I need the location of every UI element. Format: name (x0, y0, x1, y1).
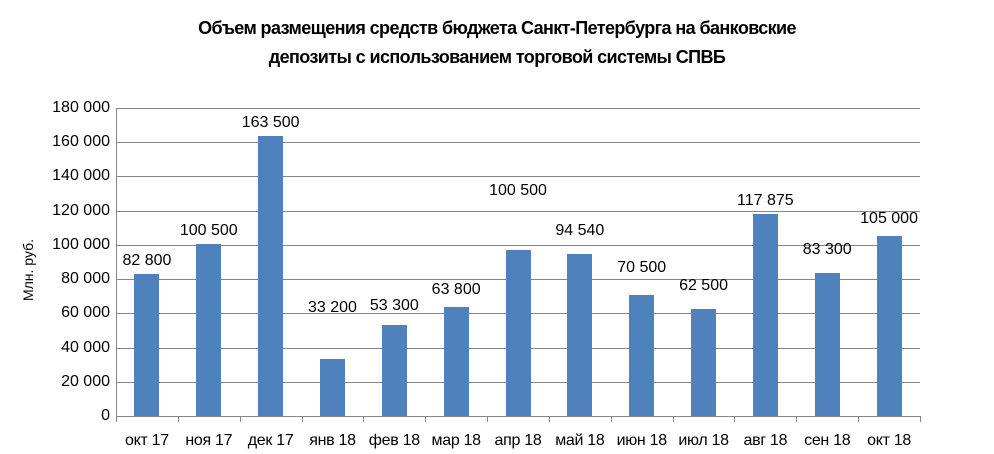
gridline (116, 244, 920, 246)
x-tick-mark (796, 416, 798, 422)
data-label: 33 200 (307, 299, 357, 317)
bar-ноя-17 (196, 244, 222, 416)
x-axis-line (116, 416, 921, 417)
y-tick-label: 160 000 (52, 133, 110, 151)
bar-мар-18 (443, 306, 469, 416)
data-label: 105 000 (860, 210, 918, 228)
x-tick-mark (239, 416, 241, 422)
data-label: 117 875 (737, 192, 794, 210)
x-tick-label: июн 18 (616, 432, 668, 449)
bar-окт-18 (876, 236, 902, 416)
x-tick-label: апр 18 (494, 432, 542, 449)
x-tick-mark (610, 416, 612, 422)
x-tick-label: фев 18 (368, 432, 420, 449)
bar-сен-18 (814, 273, 840, 416)
gridline (116, 176, 920, 178)
bar-июн-18 (629, 295, 655, 416)
bar-янв-18 (319, 359, 345, 416)
x-tick-label: ноя 17 (185, 432, 233, 449)
y-tick-label: 180 000 (52, 99, 110, 116)
x-tick-mark (858, 416, 860, 422)
x-tick-label: май 18 (555, 432, 605, 449)
y-tick-label: 120 000 (52, 201, 110, 219)
data-label: 100 500 (489, 182, 547, 200)
bar-дек-17 (258, 136, 284, 416)
data-label: 83 300 (802, 241, 852, 259)
bar-авг-18 (752, 214, 778, 416)
x-tick-mark (672, 416, 674, 422)
y-tick-label: 40 000 (61, 338, 110, 356)
bar-апр-18 (505, 250, 531, 416)
x-tick-label: дек 17 (247, 432, 294, 449)
x-tick-mark (920, 416, 921, 422)
y-tick-label: 0 (101, 407, 110, 424)
data-label: 94 540 (555, 222, 605, 240)
bar-окт-17 (134, 274, 160, 416)
x-tick-label: янв 18 (309, 432, 356, 449)
plot-area (116, 108, 921, 422)
y-tick-label: 60 000 (61, 304, 110, 322)
x-tick-mark (425, 416, 427, 422)
data-label: 163 500 (241, 114, 300, 132)
data-label: 63 800 (431, 280, 481, 298)
data-label: 70 500 (617, 259, 667, 277)
bar-май-18 (567, 254, 593, 416)
x-tick-label: авг 18 (743, 432, 788, 449)
x-tick-mark (363, 416, 365, 422)
x-tick-label: окт 18 (867, 432, 911, 449)
chart-title-line-1: Объем размещения средств бюджета Санкт-П… (198, 18, 796, 38)
y-axis-line (116, 108, 117, 416)
bar-июл-18 (691, 309, 717, 416)
bar-фев-18 (381, 324, 407, 416)
x-tick-mark (487, 416, 489, 422)
y-axis-label: Млн. руб. (20, 238, 36, 302)
x-tick-mark (734, 416, 736, 422)
x-tick-label: окт 17 (124, 432, 169, 449)
chart-title-line-2: депозиты с использованием торговой систе… (268, 47, 726, 67)
data-label: 53 300 (369, 296, 419, 314)
y-tick-label: 80 000 (61, 270, 110, 288)
gridline (116, 142, 920, 144)
x-tick-mark (116, 416, 117, 422)
x-tick-label: сен 18 (804, 432, 851, 449)
x-tick-mark (301, 416, 303, 422)
y-tick-label: 140 000 (52, 167, 110, 185)
gridline (116, 210, 920, 212)
x-tick-mark (177, 416, 179, 422)
gridline (116, 108, 920, 109)
data-label: 62 500 (679, 277, 728, 295)
data-label: 100 500 (179, 222, 238, 240)
data-label: 82 800 (122, 252, 172, 270)
y-tick-label: 20 000 (61, 372, 110, 390)
y-tick-label: 100 000 (52, 235, 110, 253)
chart-title: Объем размещения средств бюджета Санкт-П… (0, 14, 994, 72)
x-tick-label: мар 18 (431, 432, 482, 449)
x-tick-label: июл 18 (678, 432, 729, 449)
x-tick-mark (548, 416, 550, 422)
